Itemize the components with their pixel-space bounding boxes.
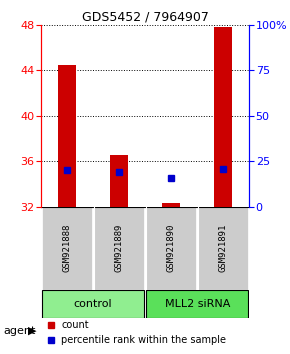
Bar bbox=[214, 27, 233, 207]
Bar bbox=[146, 207, 196, 290]
Bar bbox=[57, 64, 76, 207]
Bar bbox=[198, 207, 248, 290]
Text: GSM921889: GSM921889 bbox=[114, 224, 124, 272]
Bar bbox=[42, 207, 92, 290]
Bar bbox=[162, 203, 180, 207]
Bar bbox=[110, 155, 128, 207]
Text: GSM921891: GSM921891 bbox=[219, 224, 228, 272]
Text: ▶: ▶ bbox=[28, 326, 36, 336]
Bar bbox=[146, 290, 248, 318]
Bar bbox=[94, 207, 144, 290]
Text: count: count bbox=[61, 320, 89, 331]
Bar bbox=[42, 290, 144, 318]
Text: GSM921888: GSM921888 bbox=[62, 224, 71, 272]
Text: percentile rank within the sample: percentile rank within the sample bbox=[61, 335, 226, 345]
Text: GSM921890: GSM921890 bbox=[166, 224, 176, 272]
Text: agent: agent bbox=[3, 326, 35, 336]
Text: control: control bbox=[73, 299, 112, 309]
Text: MLL2 siRNA: MLL2 siRNA bbox=[164, 299, 230, 309]
Title: GDS5452 / 7964907: GDS5452 / 7964907 bbox=[81, 11, 209, 24]
